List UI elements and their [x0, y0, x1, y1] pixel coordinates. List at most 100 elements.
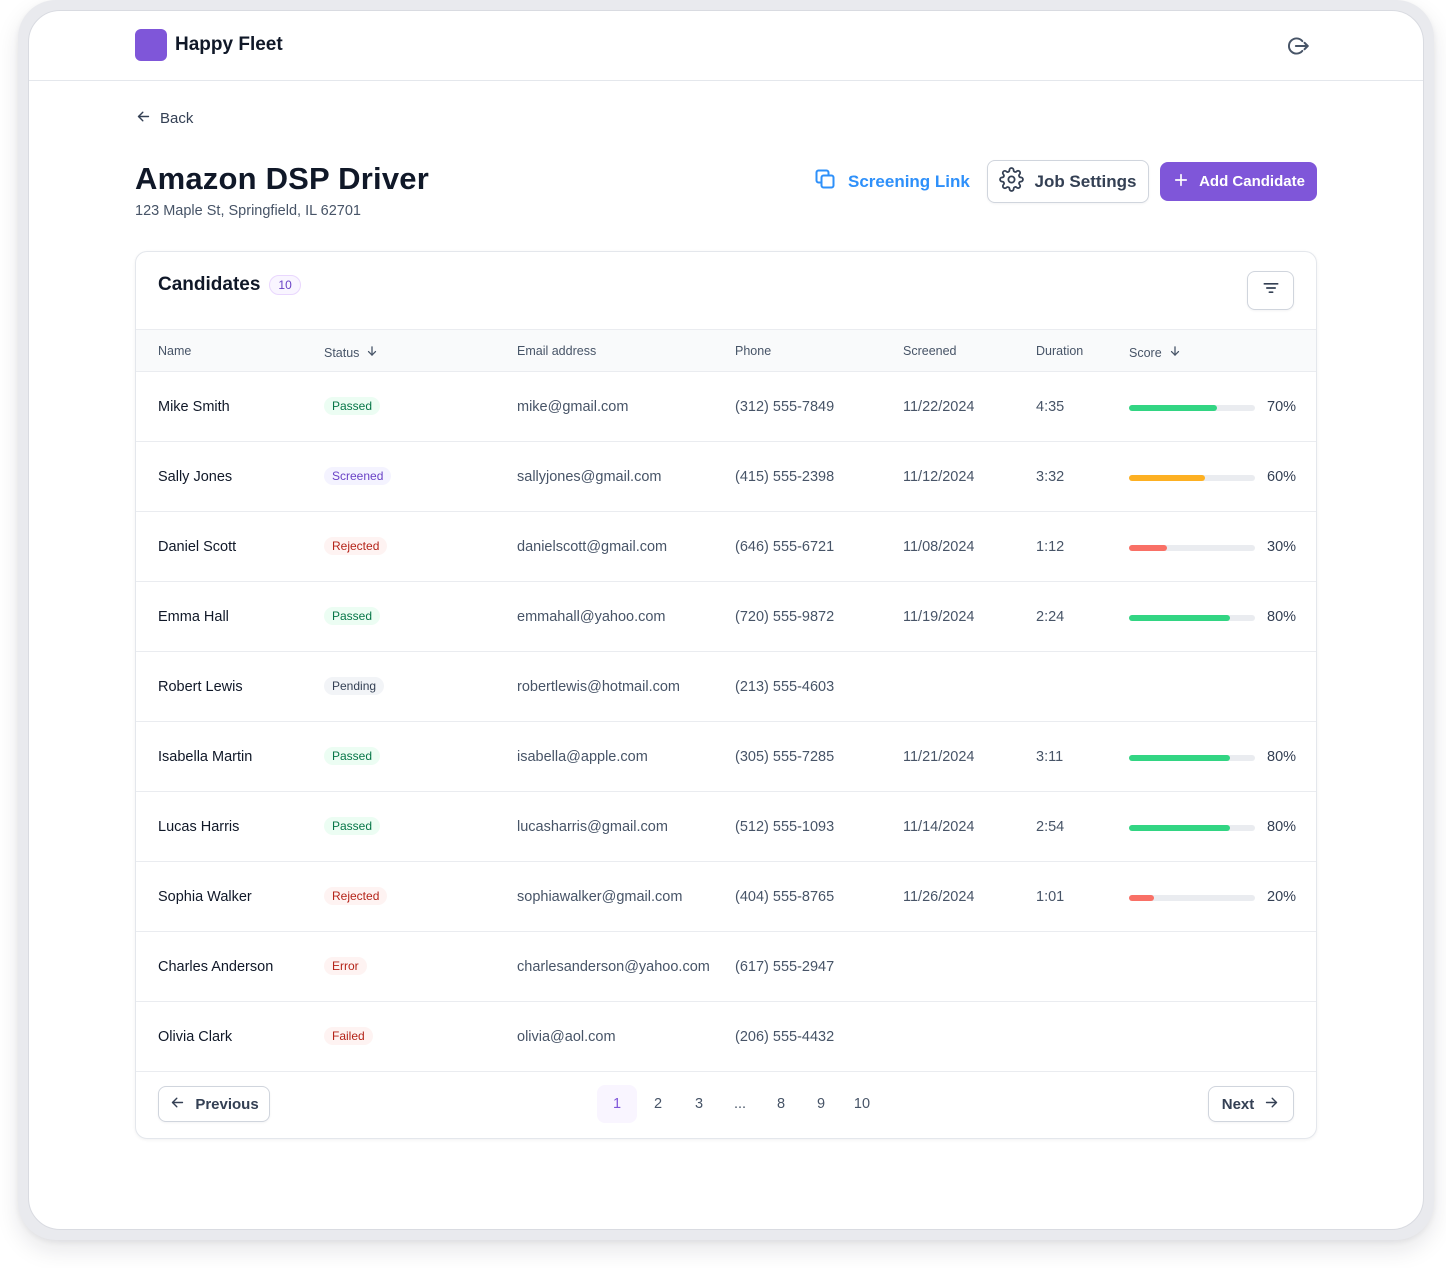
- candidate-name[interactable]: Daniel Scott: [158, 539, 237, 555]
- candidate-name[interactable]: Mike Smith: [158, 399, 230, 415]
- screening-duration: 1:12: [1036, 539, 1065, 555]
- screened-date: 11/26/2024: [903, 889, 975, 905]
- table-row[interactable]: Sophia Walker Rejected sophiawalker@gmai…: [136, 862, 1316, 932]
- score-bar-fill: [1129, 825, 1230, 831]
- column-header-screened[interactable]: Screened: [903, 344, 957, 358]
- page-number[interactable]: 2: [653, 1096, 663, 1112]
- table-row[interactable]: Robert Lewis Pending robertlewis@hotmail…: [136, 652, 1316, 722]
- table-row[interactable]: Daniel Scott Rejected danielscott@gmail.…: [136, 512, 1316, 582]
- candidate-name[interactable]: Robert Lewis: [158, 679, 243, 695]
- column-header-email[interactable]: Email address: [517, 344, 596, 358]
- page-ellipsis: ...: [733, 1096, 747, 1112]
- candidate-phone: (646) 555-6721: [735, 539, 835, 555]
- table-row[interactable]: Sally Jones Screened sallyjones@gmail.co…: [136, 442, 1316, 512]
- status-badge: Screened: [324, 467, 392, 485]
- job-address: 123 Maple St, Springfield, IL 62701: [135, 203, 361, 219]
- screened-date: 11/21/2024: [903, 749, 975, 765]
- previous-page-button[interactable]: Previous: [158, 1086, 270, 1122]
- job-settings-label: Job Settings: [1034, 171, 1137, 191]
- candidate-name[interactable]: Olivia Clark: [158, 1029, 233, 1045]
- score-bar: [1129, 615, 1255, 621]
- table-row[interactable]: Isabella Martin Passed isabella@apple.co…: [136, 722, 1316, 792]
- screened-date: 11/14/2024: [903, 819, 975, 835]
- candidates-title: Candidates: [158, 274, 261, 295]
- page-number[interactable]: 1: [597, 1085, 637, 1123]
- next-page-button[interactable]: Next: [1208, 1086, 1294, 1122]
- screening-duration: 1:01: [1036, 889, 1065, 905]
- candidate-email: isabella@apple.com: [517, 749, 648, 765]
- candidate-email: charlesanderson@yahoo.com: [517, 959, 710, 975]
- candidate-phone: (305) 555-7285: [735, 749, 835, 765]
- score-bar: [1129, 545, 1255, 551]
- screening-duration: 3:11: [1036, 749, 1064, 765]
- table-row[interactable]: Emma Hall Passed emmahall@yahoo.com (720…: [136, 582, 1316, 652]
- page-number[interactable]: 9: [816, 1096, 826, 1112]
- score-bar: [1129, 475, 1255, 481]
- score-bar: [1129, 405, 1255, 411]
- candidate-name[interactable]: Sophia Walker: [158, 889, 252, 905]
- status-badge: Error: [324, 957, 367, 975]
- column-label-status: Status: [324, 345, 360, 360]
- plus-icon: [1172, 171, 1190, 193]
- status-badge: Passed: [324, 607, 381, 625]
- screening-duration: 3:32: [1036, 469, 1065, 485]
- column-header-name[interactable]: Name: [158, 344, 191, 358]
- candidate-name[interactable]: Sally Jones: [158, 469, 233, 485]
- score-bar-fill: [1129, 615, 1230, 621]
- score-percent: 20%: [1267, 889, 1297, 905]
- page-number[interactable]: 8: [776, 1096, 786, 1112]
- table-row[interactable]: Lucas Harris Passed lucasharris@gmail.co…: [136, 792, 1316, 862]
- filter-lines-icon: [1261, 278, 1281, 303]
- job-settings-button[interactable]: Job Settings: [987, 160, 1149, 203]
- previous-label: Previous: [195, 1095, 259, 1113]
- candidate-email: sallyjones@gmail.com: [517, 469, 662, 485]
- candidate-email: olivia@aol.com: [517, 1029, 616, 1045]
- score-percent: 60%: [1267, 469, 1297, 485]
- table-row[interactable]: Mike Smith Passed mike@gmail.com (312) 5…: [136, 372, 1316, 442]
- arrow-left-icon: [169, 1094, 186, 1115]
- status-badge: Failed: [324, 1027, 373, 1045]
- column-header-status[interactable]: Status: [324, 344, 379, 361]
- screened-date: 11/22/2024: [903, 399, 975, 415]
- back-link[interactable]: Back: [135, 108, 193, 129]
- page-number[interactable]: 10: [853, 1096, 871, 1112]
- score-bar-fill: [1129, 475, 1205, 481]
- column-label-score: Score: [1129, 345, 1162, 360]
- page-title: Amazon DSP Driver: [135, 161, 429, 196]
- candidate-phone: (512) 555-1093: [735, 819, 835, 835]
- candidate-email: danielscott@gmail.com: [517, 539, 668, 555]
- logo-icon: [135, 29, 167, 61]
- page-number[interactable]: 3: [694, 1096, 704, 1112]
- candidate-phone: (720) 555-9872: [735, 609, 835, 625]
- screening-duration: 4:35: [1036, 399, 1065, 415]
- screening-link-button[interactable]: Screening Link: [813, 167, 970, 196]
- candidate-name[interactable]: Lucas Harris: [158, 819, 240, 835]
- table-row[interactable]: Olivia Clark Failed olivia@aol.com (206)…: [136, 1002, 1316, 1072]
- candidate-phone: (213) 555-4603: [735, 679, 835, 695]
- screening-link-label: Screening Link: [848, 171, 970, 191]
- candidate-name[interactable]: Charles Anderson: [158, 959, 274, 975]
- candidates-card: Candidates 10 Name Status Email address …: [135, 251, 1317, 1139]
- screening-duration: 2:24: [1036, 609, 1065, 625]
- top-navigation-bar: Happy Fleet: [29, 11, 1423, 81]
- column-header-score[interactable]: Score: [1129, 344, 1182, 361]
- score-bar: [1129, 895, 1255, 901]
- app-window: Happy Fleet Back Amazon DSP Driver 123 M…: [28, 10, 1424, 1230]
- candidate-name[interactable]: Emma Hall: [158, 609, 229, 625]
- candidate-email: lucasharris@gmail.com: [517, 819, 668, 835]
- arrow-down-icon: [365, 344, 379, 361]
- candidate-phone: (617) 555-2947: [735, 959, 835, 975]
- table-row[interactable]: Charles Anderson Error charlesanderson@y…: [136, 932, 1316, 1002]
- screened-date: 11/12/2024: [903, 469, 975, 485]
- candidate-name[interactable]: Isabella Martin: [158, 749, 253, 765]
- column-header-duration[interactable]: Duration: [1036, 344, 1083, 358]
- column-header-phone[interactable]: Phone: [735, 344, 771, 358]
- column-label-duration: Duration: [1036, 344, 1084, 358]
- screened-date: 11/19/2024: [903, 609, 975, 625]
- column-label-screened: Screened: [903, 344, 957, 358]
- column-label-name: Name: [158, 344, 192, 358]
- app-name: Happy Fleet: [175, 34, 283, 55]
- logout-icon[interactable]: [1285, 33, 1311, 59]
- filter-button[interactable]: [1247, 271, 1294, 310]
- add-candidate-button[interactable]: Add Candidate: [1160, 162, 1317, 201]
